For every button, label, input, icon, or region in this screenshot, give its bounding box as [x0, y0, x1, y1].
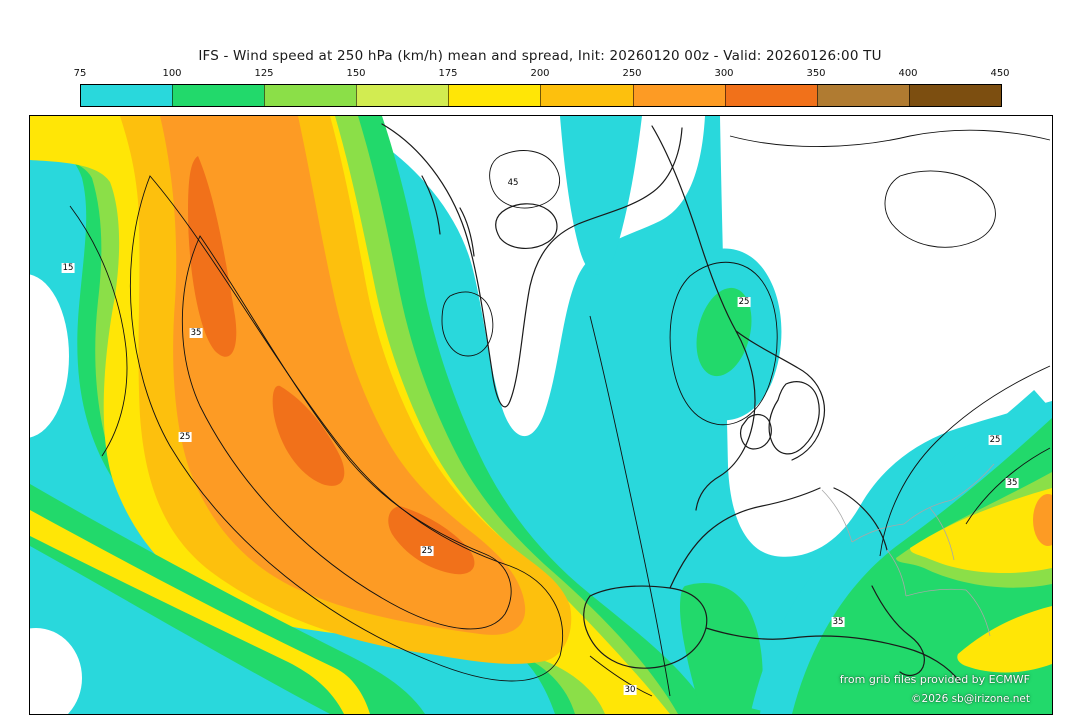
colorbar-segment-400	[908, 85, 1001, 106]
colorbar-tick-300: 300	[714, 68, 734, 79]
coast-iberia	[583, 585, 708, 669]
green-core-scandinavia	[696, 287, 752, 377]
colorbar-tick-labels: 75 100 125 150 175 200 250 300 350 400 450	[74, 68, 1010, 81]
contour-label-25: 25	[420, 546, 434, 556]
colorbar-tick-350: 350	[806, 68, 826, 79]
br-band-cyan	[751, 390, 1052, 714]
spread-contour-south	[589, 655, 653, 697]
coast-britain	[768, 381, 820, 455]
coast-norway	[651, 125, 756, 511]
colorbar-segment-75	[81, 85, 173, 106]
contour-label-45: 45	[506, 178, 520, 188]
spread-contours	[69, 129, 1051, 697]
br-band-yellow	[910, 488, 1052, 574]
spread-contour-east-1	[879, 365, 1051, 557]
colorbar-tick-400: 400	[898, 68, 918, 79]
coast-greenland	[381, 123, 683, 408]
spread-contour-top-right	[729, 129, 1051, 147]
spread-contour-northeast	[884, 170, 996, 248]
bottom-right-jet	[751, 390, 1052, 714]
spread-contour-jet-inner	[181, 235, 512, 630]
jet-band-orange	[160, 116, 526, 635]
spread-contour-greenland-2	[489, 150, 560, 209]
contour-label-25: 25	[178, 432, 192, 442]
jet-core-dark-orange-1	[188, 156, 237, 357]
br-orange-spot	[1033, 494, 1052, 546]
spread-contour-west	[69, 205, 128, 457]
colorbar-segment-300	[724, 85, 817, 106]
coast-baltic	[735, 330, 825, 461]
colorbar-tick-75: 75	[73, 68, 87, 79]
colorbar	[80, 84, 1002, 107]
colorbar-segment-125	[264, 85, 357, 106]
contour-label-15: 15	[61, 263, 75, 273]
green-core-center-band	[680, 582, 763, 714]
spread-contour-east-2	[965, 447, 1051, 525]
colorbar-segment-175	[448, 85, 541, 106]
contour-label-35: 35	[1005, 478, 1019, 488]
chart-title: IFS - Wind speed at 250 hPa (km/h) mean …	[198, 48, 882, 64]
coast-iceland	[495, 203, 558, 249]
white-pocket-southwest	[30, 628, 82, 714]
coast-north-sea	[833, 487, 888, 551]
contour-label-35: 35	[831, 617, 845, 627]
bl-band-green	[30, 484, 425, 714]
colorbar-tick-200: 200	[530, 68, 550, 79]
contour-label-30: 30	[623, 685, 637, 695]
colorbar-segment-350	[816, 85, 909, 106]
spread-contour-scandinavia	[669, 261, 778, 426]
contour-label-35: 35	[189, 328, 203, 338]
coast-italy	[871, 585, 925, 677]
attribution-copyright: ©2026 sb@irizone.net	[911, 693, 1030, 705]
wind-speed-map: from grib files provided by ECMWF ©2026 …	[29, 115, 1053, 715]
bottom-left-bands	[30, 484, 425, 714]
country-borders	[821, 463, 995, 637]
borders-europe	[821, 463, 995, 637]
contour-label-25: 25	[737, 297, 751, 307]
colorbar-segment-100	[172, 85, 265, 106]
colorbar-segment-250	[632, 85, 725, 106]
spread-contour-center-band	[589, 315, 671, 697]
coast-greenland-fjords	[421, 175, 475, 257]
cyan-dip-top-center	[560, 116, 642, 275]
coast-ireland	[740, 414, 772, 450]
spread-contour-greenland-1	[441, 291, 494, 357]
coastlines	[381, 123, 961, 683]
colorbar-tick-175: 175	[438, 68, 458, 79]
jet-core-dark-orange-3	[388, 506, 475, 575]
wind-speed-map-canvas	[30, 116, 1052, 714]
coast-france	[669, 487, 821, 589]
colorbar-tick-450: 450	[990, 68, 1010, 79]
bl-band-yellow	[30, 510, 370, 714]
attribution-source: from grib files provided by ECMWF	[839, 673, 1030, 686]
spread-contour-jet-outer	[130, 175, 563, 682]
colorbar-tick-250: 250	[622, 68, 642, 79]
br-band-yellow-2	[957, 606, 1052, 673]
jet-core-dark-orange-2	[272, 385, 345, 486]
colorbar-tick-125: 125	[254, 68, 274, 79]
coast-mediterranean	[705, 627, 961, 683]
colorbar-segment-150	[356, 85, 449, 106]
jet-stream-bands	[30, 116, 712, 714]
colorbar-tick-150: 150	[346, 68, 366, 79]
contour-label-25: 25	[988, 435, 1002, 445]
colorbar-segment-200	[540, 85, 633, 106]
white-pocket-west	[30, 274, 69, 438]
colorbar-tick-100: 100	[162, 68, 182, 79]
